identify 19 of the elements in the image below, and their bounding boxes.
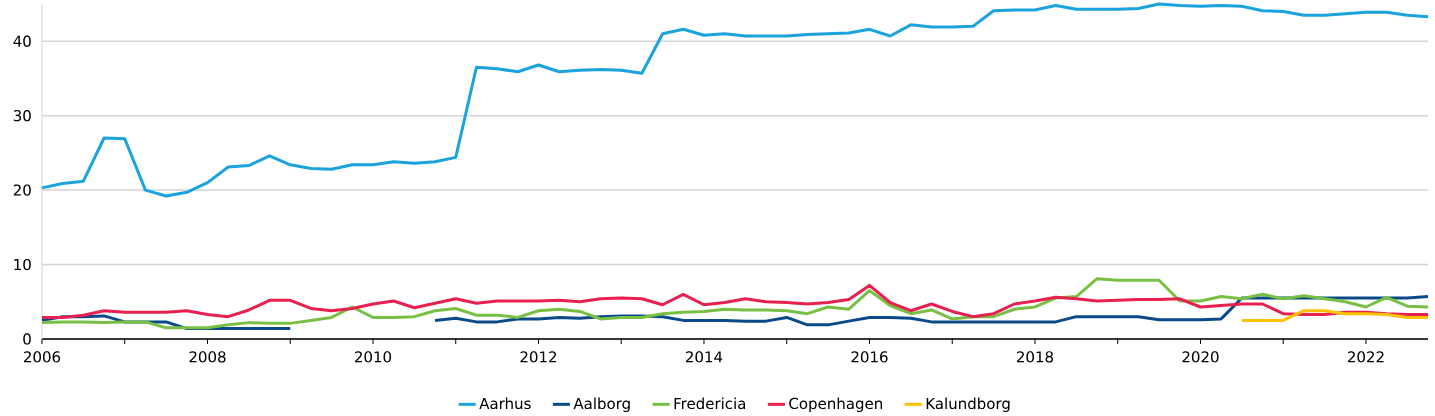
legend-label: Kalundborg (926, 397, 1010, 413)
legend-label: Aarhus (479, 397, 531, 410)
x-tick-label: 2012 (520, 351, 557, 363)
y-tick-label: 0 (23, 333, 31, 345)
legend-label: Copenhagen (789, 397, 882, 413)
x-tick-label: 2022 (1347, 351, 1384, 363)
y-tick-label: 30 (13, 109, 31, 122)
x-tick-label: 2016 (851, 351, 888, 363)
y-tick-label: 40 (13, 35, 31, 47)
y-tick-label: 10 (14, 258, 31, 271)
x-tick-label: 2018 (1016, 351, 1054, 363)
legend-label: Aalborg (573, 397, 630, 413)
x-tick-label: 2010 (355, 351, 392, 363)
x-tick-label: 2014 (685, 351, 723, 363)
y-tick-label: 20 (13, 184, 31, 196)
legend-label: Fredericia (674, 397, 746, 410)
x-tick-label: 2006 (24, 351, 61, 363)
x-tick-label: 2008 (189, 351, 226, 363)
x-tick-label: 2020 (1182, 351, 1219, 363)
